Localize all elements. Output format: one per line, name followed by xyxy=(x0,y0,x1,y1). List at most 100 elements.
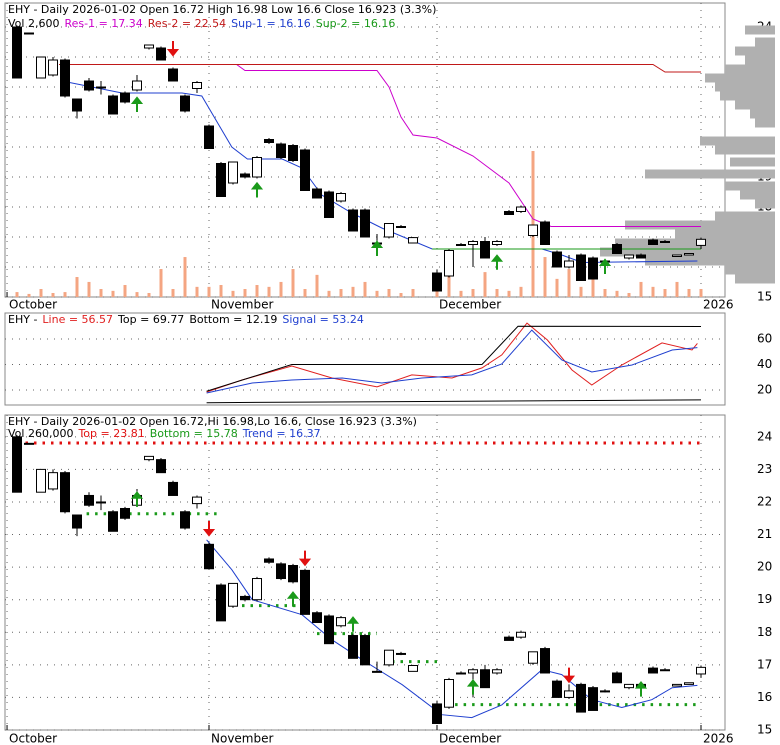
volume-bar xyxy=(291,269,295,297)
candle-body xyxy=(204,125,214,149)
volume-profile-bar xyxy=(755,37,775,47)
legend-entry: Res-2 = 22.54 xyxy=(148,17,226,30)
signal-arrow xyxy=(634,681,648,697)
series-line xyxy=(61,80,698,264)
candle-body xyxy=(528,651,538,664)
chart-subtitle: Vol 2,600 xyxy=(8,17,59,30)
candle-body xyxy=(360,635,370,666)
candle-body xyxy=(312,612,322,624)
candle-body xyxy=(24,442,34,445)
candle-body xyxy=(612,244,622,254)
candle-body xyxy=(576,683,586,713)
volume-bar xyxy=(219,285,223,297)
candle-body xyxy=(24,32,34,35)
chart-title: EHY - Daily 2026-01-02 Open 16.72,Hi 16.… xyxy=(8,415,417,428)
panel-frame xyxy=(4,312,726,406)
candle-body xyxy=(48,472,58,490)
candle-body xyxy=(168,68,178,82)
volume-bar xyxy=(543,257,547,297)
volume-bar xyxy=(315,274,319,297)
candle-body xyxy=(120,507,130,519)
candle-body xyxy=(660,241,670,243)
candle-body xyxy=(300,149,310,191)
chart-subtitle-line: Vol 2,600 Res-1 = 17.34 Res-2 = 22.54 Sup-1… xyxy=(8,17,395,30)
signal-arrow xyxy=(130,96,144,112)
candle-body xyxy=(588,257,598,280)
volume-profile-bar xyxy=(615,238,775,248)
y-tick-label: 20 xyxy=(757,560,772,574)
volume-bar xyxy=(255,285,259,297)
volume-bar xyxy=(675,281,679,297)
volume-bar xyxy=(687,289,691,297)
volume-profile-bar xyxy=(600,247,775,257)
chart-title: EHY - xyxy=(8,313,37,326)
candle-body xyxy=(624,683,634,689)
candle-body xyxy=(84,80,94,91)
signal-arrow xyxy=(130,491,144,507)
candle-body xyxy=(96,501,106,504)
candle-body xyxy=(408,665,418,672)
volume-bar xyxy=(147,293,151,297)
x-tick-label: November xyxy=(211,732,273,745)
candle-body xyxy=(240,173,250,178)
candle-body xyxy=(480,669,490,689)
candle-body xyxy=(564,260,574,268)
legend-entry: Trend = 16.37 xyxy=(242,427,321,440)
candle-body xyxy=(384,223,394,238)
candle-body xyxy=(552,251,562,268)
volume-bar xyxy=(135,292,139,297)
volume-bar xyxy=(447,269,451,297)
signal-arrow xyxy=(286,591,300,607)
volume-bar xyxy=(75,277,79,297)
volume-bar xyxy=(387,289,391,297)
volume-bar xyxy=(111,290,115,297)
candle-body xyxy=(156,459,166,474)
candle-body xyxy=(36,468,46,493)
candle-body xyxy=(696,666,706,675)
volume-bar xyxy=(27,293,31,297)
x-tick-label: December xyxy=(439,298,501,312)
candle-body xyxy=(588,687,598,711)
legend-entry: Res-1 = 17.34 xyxy=(64,17,142,30)
candle-body xyxy=(48,59,58,76)
candle-body xyxy=(672,254,682,257)
candle-body xyxy=(636,254,646,259)
volume-bar xyxy=(507,290,511,297)
candle-body xyxy=(540,648,550,674)
candle-body xyxy=(624,254,634,259)
signal-arrow xyxy=(370,240,384,256)
candle-body xyxy=(228,161,238,184)
candle-body xyxy=(12,26,22,79)
candle-body xyxy=(384,649,394,666)
signal-arrow xyxy=(202,521,216,537)
panel-frame xyxy=(4,414,726,731)
series-line xyxy=(206,399,702,404)
candle-body xyxy=(192,496,202,505)
volume-profile-bar xyxy=(745,25,775,35)
x-tick-label: November xyxy=(211,298,273,312)
candle-body xyxy=(144,455,154,461)
candle-body xyxy=(156,47,166,61)
legend-entry: Line = 56.57 xyxy=(42,313,113,326)
candle-body xyxy=(264,558,274,563)
candle-body xyxy=(612,672,622,684)
candle-body xyxy=(528,224,538,236)
candle-body xyxy=(552,680,562,698)
candle-body xyxy=(108,511,118,532)
candle-body xyxy=(228,582,238,607)
series-line xyxy=(59,64,701,227)
series-line xyxy=(206,329,698,394)
volume-bar xyxy=(195,286,199,297)
volume-bar xyxy=(519,286,523,297)
legend-entry: Bottom = 12.19 xyxy=(189,313,277,326)
volume-bar xyxy=(243,289,247,297)
volume-bar xyxy=(159,269,163,297)
volume-profile-bar xyxy=(705,73,775,83)
y-tick-label: 40 xyxy=(757,357,772,371)
candle-body xyxy=(456,244,466,246)
candle-body xyxy=(684,682,694,685)
candle-body xyxy=(468,241,478,245)
candle-body xyxy=(516,631,526,638)
volume-profile-bar xyxy=(715,82,775,92)
